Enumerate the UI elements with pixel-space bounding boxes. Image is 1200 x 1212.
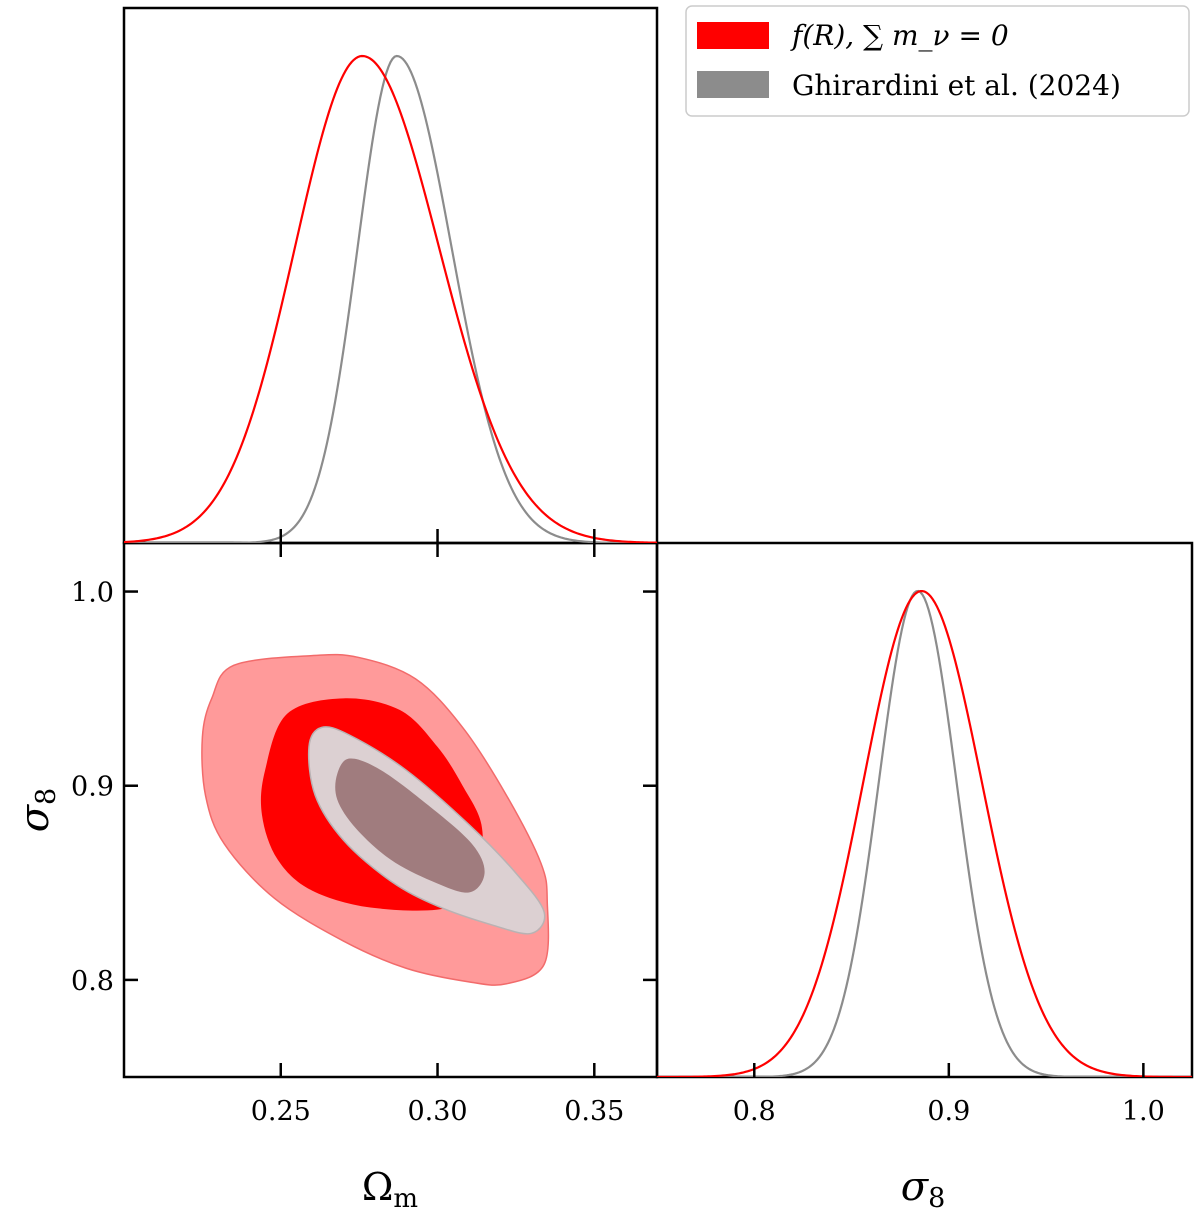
tick-label-sigma-y-0: 0.8 xyxy=(71,966,114,997)
tick-label-omega-1: 0.30 xyxy=(407,1096,467,1127)
sigma-curve-fr xyxy=(657,589,1192,1077)
legend-frame xyxy=(685,5,1190,117)
sigma-marginal-curves xyxy=(657,589,1192,1077)
omega-marginal-curves xyxy=(124,54,657,543)
y-sigma-subscript: 8 xyxy=(31,788,62,805)
omega-curve-fr xyxy=(124,54,657,543)
legend-swatch-red xyxy=(697,22,769,49)
y-sigma-symbol: σ xyxy=(12,803,58,832)
sigma-curve-ghirardini xyxy=(657,589,1192,1077)
contour-ghirardini-68 xyxy=(335,758,485,893)
tick-label-sigma-x-2: 1.0 xyxy=(1122,1096,1165,1127)
legend-label-gray: Ghirardini et al. (2024) xyxy=(792,69,1121,102)
tick-label-omega-0: 0.25 xyxy=(251,1096,311,1127)
legend-swatch-gray xyxy=(697,71,769,98)
tick-label-sigma-x-0: 0.8 xyxy=(733,1096,776,1127)
omega-curve-ghirardini xyxy=(124,54,657,543)
legend: f(R), ∑ m_ν = 0 Ghirardini et al. (2024) xyxy=(685,5,1190,117)
x-axis-label-omega: Ωm xyxy=(362,1165,418,1212)
legend-label-red: f(R), ∑ m_ν = 0 xyxy=(790,19,1009,52)
sigma-subscript: 8 xyxy=(928,1183,945,1212)
sigma-symbol: σ xyxy=(901,1164,930,1210)
panel-sigma-marginal-frame xyxy=(655,541,1194,1079)
tick-label-omega-2: 0.35 xyxy=(564,1096,624,1127)
omega-subscript: m xyxy=(393,1184,418,1212)
tick-label-sigma-x-1: 0.9 xyxy=(927,1096,970,1127)
tick-label-sigma-y-1: 0.9 xyxy=(71,772,114,803)
tick-label-sigma-y-2: 1.0 xyxy=(71,578,114,609)
x-axis-label-sigma: σ8 xyxy=(901,1164,946,1212)
ticks: 0.25 0.30 0.35 0.8 0.9 1.0 0.8 0.9 1.0 xyxy=(71,529,1165,1127)
joint-contours xyxy=(201,653,550,986)
omega-symbol: Ω xyxy=(362,1165,394,1209)
y-axis-label-sigma: σ8 xyxy=(12,788,62,833)
